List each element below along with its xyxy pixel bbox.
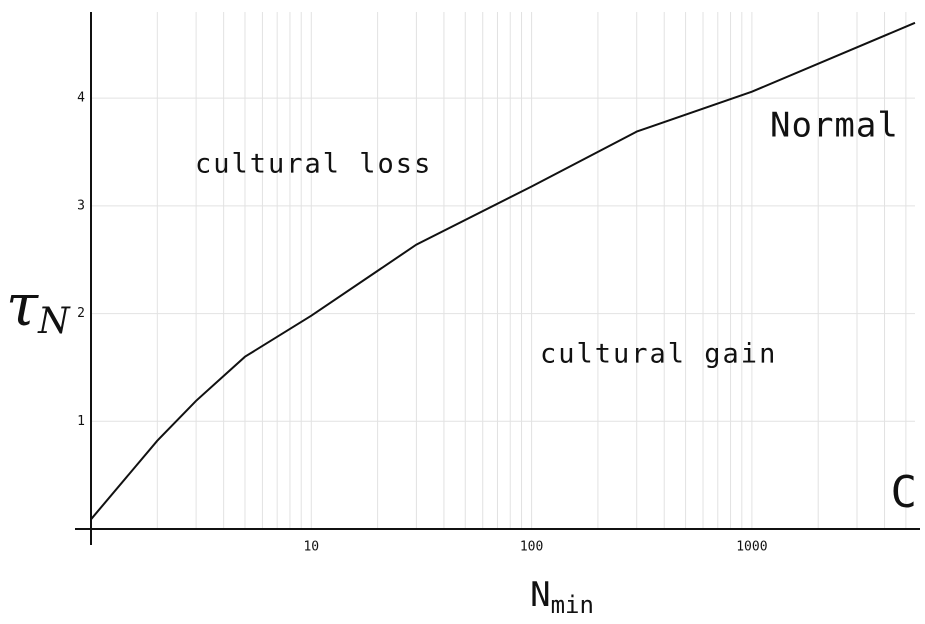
x-axis-label-main: N (530, 575, 550, 615)
y-tick-label: 4 (77, 91, 85, 106)
annotation: C (891, 467, 919, 518)
y-tick-label: 1 (77, 414, 85, 429)
annotation: cultural loss (195, 149, 432, 180)
x-tick-label: 1000 (736, 540, 767, 555)
y-axis-label-main: τ (6, 271, 39, 339)
x-tick-label: 10 (303, 540, 319, 555)
y-tick-label: 3 (77, 198, 85, 213)
x-tick-label: 100 (520, 540, 543, 555)
y-tick-label: 2 (77, 306, 85, 321)
annotation: cultural gain (540, 339, 777, 370)
y-axis-label: τN (6, 271, 71, 342)
y-axis-label-sub: N (37, 301, 71, 342)
annotation: Normal (770, 106, 899, 146)
curve (90, 21, 916, 520)
x-axis-label: Nmin (530, 575, 594, 620)
x-axis-label-sub: min (551, 591, 594, 619)
